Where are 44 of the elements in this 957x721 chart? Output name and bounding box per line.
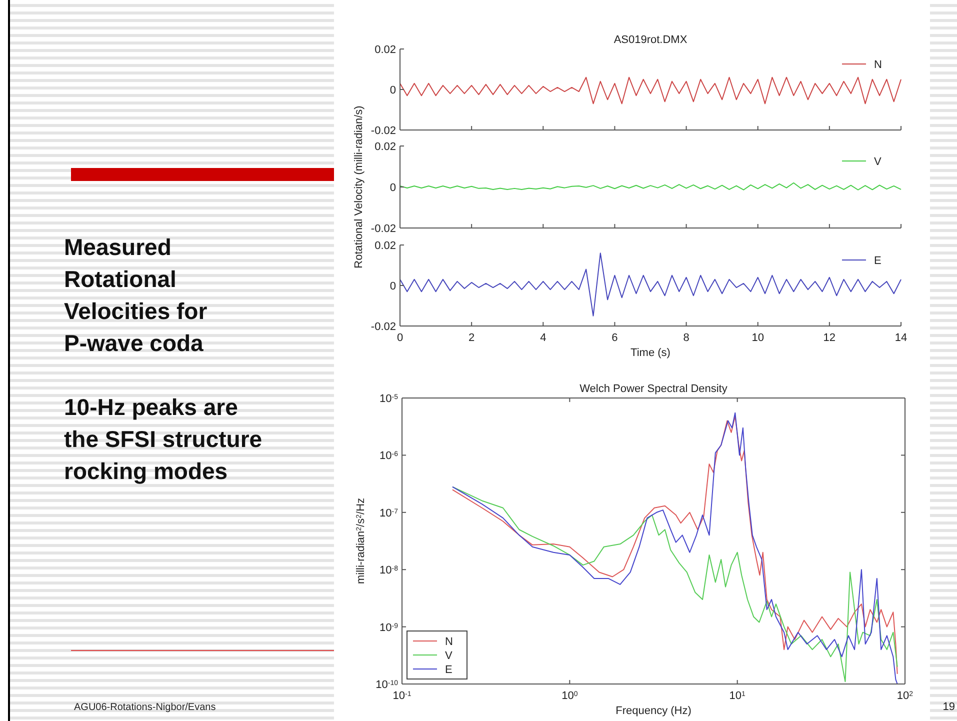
y-tick-label: 10$^{-7}$ xyxy=(380,507,398,520)
text: 19 xyxy=(942,701,955,713)
text: Measured Rotational Velocities for P-wave coda xyxy=(64,234,208,356)
y-tick-label: 0.02 xyxy=(374,141,396,153)
y-tick-label: -0.02 xyxy=(370,321,396,333)
x-tick-label: 4 xyxy=(540,332,546,344)
legend-label: E xyxy=(445,664,452,676)
y-tick-label: 10$^{-6}$ xyxy=(380,450,398,462)
line-series xyxy=(400,182,902,190)
y-tick-label: 0.02 xyxy=(374,44,396,56)
legend-label: E xyxy=(874,255,882,267)
x-tick-label: 10$^{-1}$ xyxy=(392,690,412,702)
y-tick-label: 0.02 xyxy=(374,240,396,252)
x-tick-label: 2 xyxy=(468,332,475,344)
x-tick-label: 14 xyxy=(894,332,908,344)
y-tick-label: 10$^{-9}$ xyxy=(380,622,398,634)
y-tick-label: 10$^{-5}$ xyxy=(380,393,398,405)
legend-label: N xyxy=(445,636,453,648)
x-tick-label: 10$^{0}$ xyxy=(562,690,578,702)
legend-label: N xyxy=(874,59,882,71)
text: AGU06-Rotations-Nigbor/Evans xyxy=(74,702,216,713)
text: 10-Hz peaks are the SFSI structure rocking modes xyxy=(64,394,262,484)
chart-title: Welch Power Spectral Density xyxy=(580,383,728,395)
legend-label: V xyxy=(874,156,882,168)
y-tick-label: 0 xyxy=(390,84,396,96)
y-tick-label: 0 xyxy=(390,182,396,194)
x-tick-label: 10$^{2}$ xyxy=(896,690,914,702)
x-tick-label: 12 xyxy=(823,332,836,344)
x-tick-label: 10$^{1}$ xyxy=(729,690,746,702)
x-axis-title: Time (s) xyxy=(630,347,670,359)
x-tick-label: 6 xyxy=(612,332,618,344)
y-tick-label: 0 xyxy=(390,280,396,292)
y-tick-label: -0.02 xyxy=(370,125,396,137)
x-tick-label: 8 xyxy=(683,332,690,344)
x-tick-label: 10 xyxy=(752,332,764,344)
y-tick-label: -0.02 xyxy=(370,223,396,235)
y-tick-label: 10$^{-8}$ xyxy=(380,564,398,577)
y-axis-title: Rotational Velocity (milli-radian/s) xyxy=(353,106,365,268)
line-series xyxy=(400,76,902,104)
chart-title: AS019rot.DMX xyxy=(614,34,688,46)
y-tick-label: 10$^{-10}$ xyxy=(376,679,398,691)
x-axis-title: Frequency (Hz) xyxy=(616,705,692,717)
legend-label: V xyxy=(445,650,453,662)
line-series xyxy=(400,252,902,316)
